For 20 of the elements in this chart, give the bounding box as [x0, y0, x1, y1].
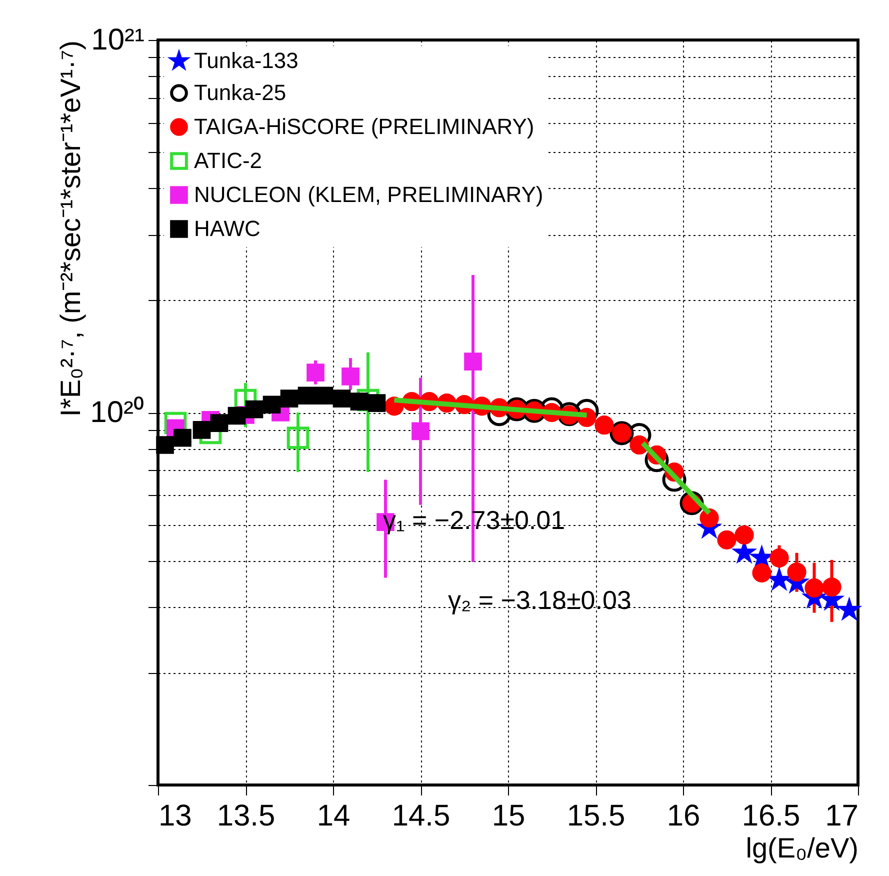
x-tick-label: 14	[316, 800, 350, 832]
x-tick-label: 15	[492, 800, 526, 832]
y-axis-title: I*E₀²·⁷, (m⁻²*sec⁻¹*ster⁻¹*eV¹·⁷)	[55, 40, 86, 417]
x-tick-label: 14.5	[392, 800, 450, 832]
y-tick-label: 10²⁰	[90, 396, 144, 429]
x-tick-label: 16	[666, 800, 700, 832]
legend-label: Tunka-133	[194, 48, 298, 73]
y-tick-label: 10²¹	[91, 24, 144, 56]
x-tick-label: 13.5	[216, 800, 276, 832]
annotation: γ₂ = −3.18±0.03	[448, 585, 632, 615]
x-axis-title: lg(E₀/eV)	[746, 832, 858, 864]
legend-label: Tunka-25	[194, 80, 286, 105]
x-tick-label: 15.5	[566, 800, 626, 832]
legend-label: NUCLEON (KLEM, PRELIMINARY)	[194, 182, 544, 207]
x-tick-label: 16.5	[742, 800, 800, 832]
x-tick-label: 13	[158, 800, 192, 832]
legend-label: TAIGA-HiSCORE (PRELIMINARY)	[194, 114, 534, 139]
legend-label: HAWC	[194, 216, 261, 241]
legend-label: ATIC-2	[194, 148, 262, 173]
x-tick-label: 17	[825, 800, 858, 832]
